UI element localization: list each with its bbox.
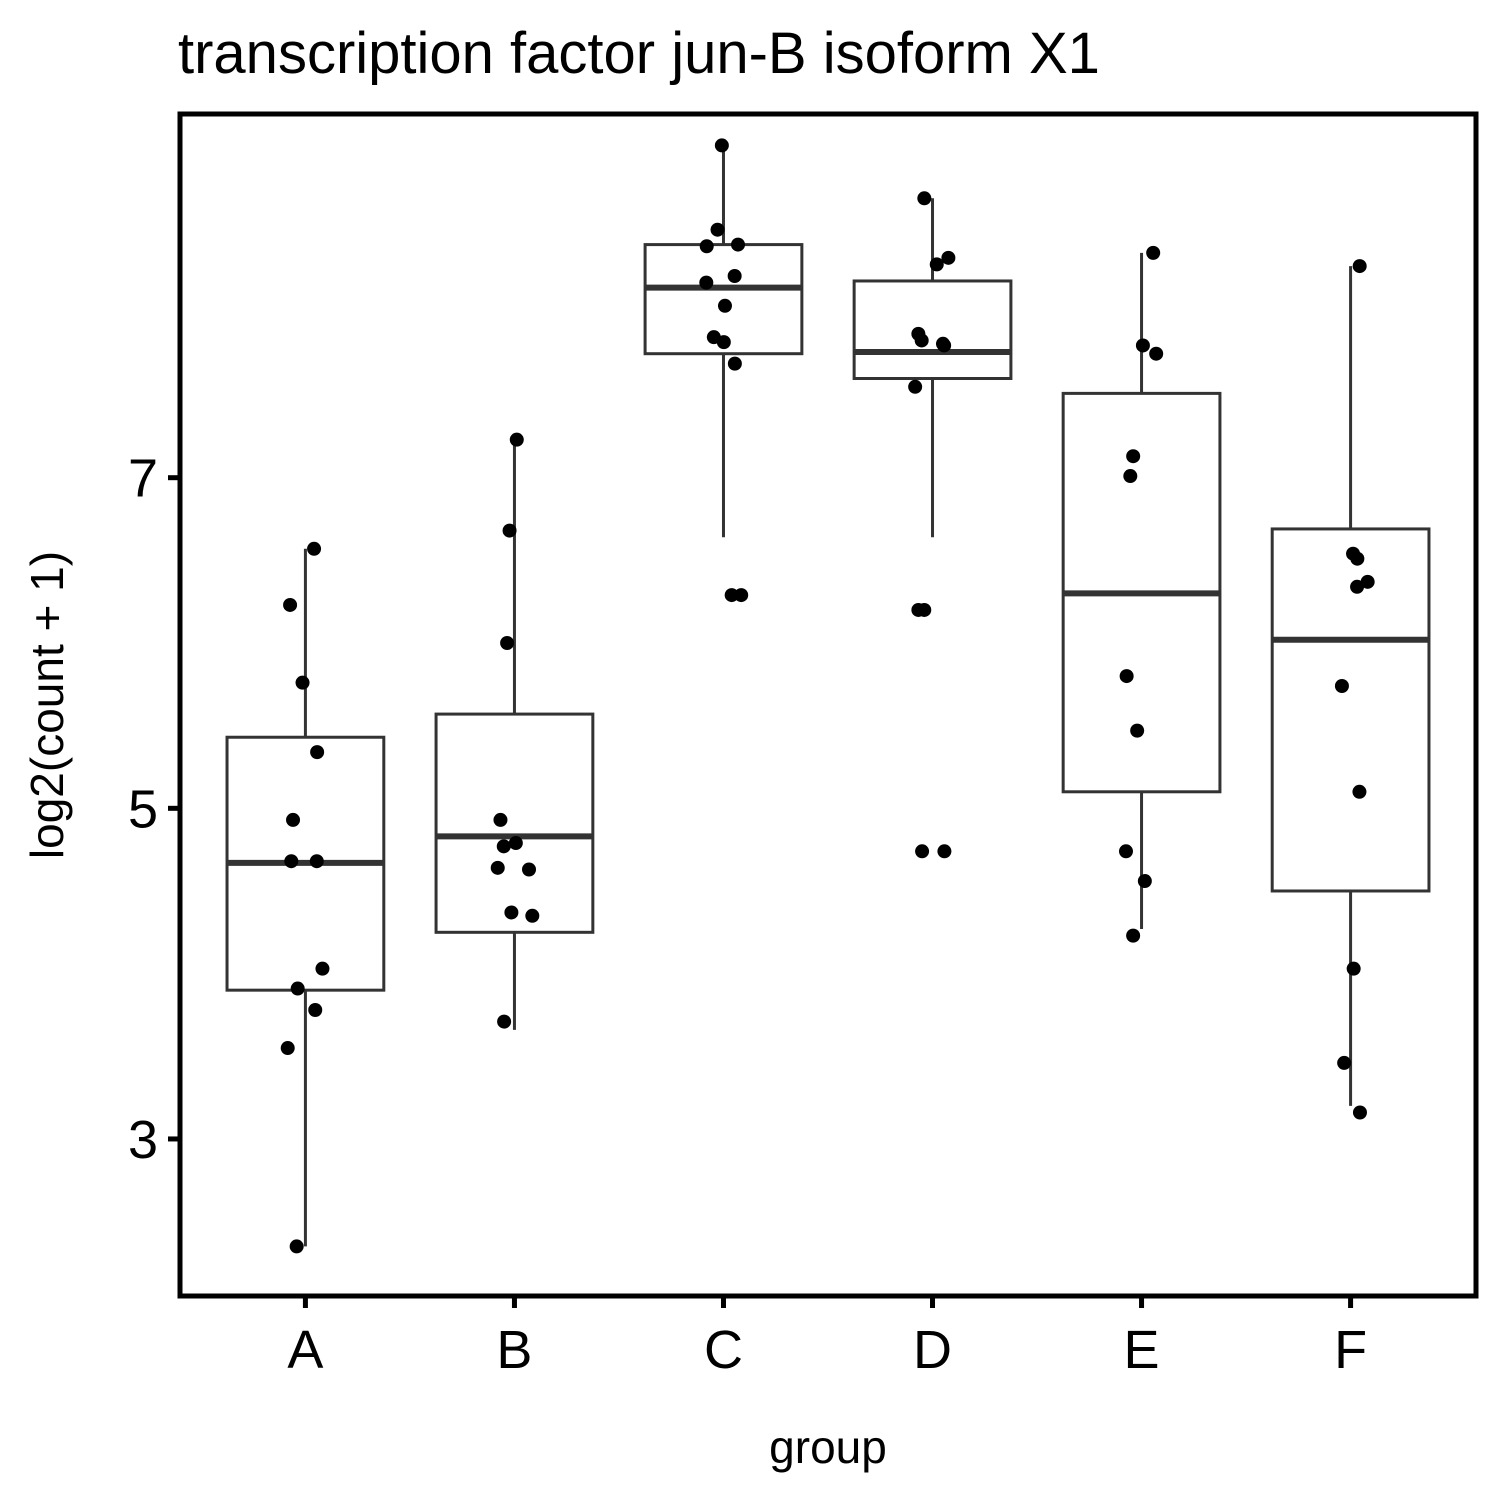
points-f — [1334, 259, 1375, 1120]
data-point — [710, 222, 725, 237]
box-group-e — [1061, 252, 1222, 930]
box-iqr — [434, 712, 595, 934]
box-group-d — [852, 198, 1013, 538]
data-point — [937, 844, 952, 859]
y-tick-label: 3 — [128, 1110, 158, 1170]
data-point — [1352, 1105, 1367, 1120]
data-point — [935, 336, 950, 351]
box-iqr — [1270, 527, 1431, 893]
data-point — [1130, 723, 1145, 738]
data-point — [914, 333, 929, 348]
data-point — [1352, 259, 1367, 274]
data-point — [1352, 784, 1367, 799]
data-point — [1137, 874, 1152, 889]
data-point — [284, 854, 299, 869]
chart-title: transcription factor jun-B isoform X1 — [178, 21, 1100, 86]
data-point — [917, 602, 932, 617]
data-point — [716, 335, 731, 350]
data-point — [522, 862, 537, 877]
data-point — [310, 745, 325, 760]
data-point — [283, 597, 298, 612]
data-point — [504, 905, 519, 920]
axes: 3 5 7 A B C D E F — [128, 449, 1367, 1380]
data-point — [731, 237, 746, 252]
x-tick-label: D — [913, 1320, 952, 1380]
plot-panel-border — [177, 111, 1479, 1299]
data-point — [309, 854, 324, 869]
data-point — [308, 1003, 323, 1018]
x-tick-label: C — [704, 1320, 743, 1380]
points-b — [490, 432, 540, 1029]
data-point — [502, 523, 517, 538]
data-point — [727, 356, 742, 371]
y-tick-label: 5 — [128, 779, 158, 839]
data-point — [1126, 449, 1141, 464]
data-point — [699, 275, 714, 290]
y-tick-label: 7 — [128, 449, 158, 509]
x-tick-label: E — [1124, 1320, 1160, 1380]
data-point — [508, 836, 523, 851]
box-group-f — [1270, 266, 1431, 1106]
data-point — [307, 541, 322, 556]
box-group-b — [434, 439, 595, 1030]
data-point — [1346, 961, 1361, 976]
data-point — [500, 636, 515, 651]
data-point — [941, 250, 956, 265]
data-point — [1146, 245, 1161, 260]
points-c — [699, 138, 749, 603]
data-point — [493, 812, 508, 827]
data-point — [734, 588, 749, 603]
data-point — [1350, 579, 1365, 594]
data-point — [280, 1041, 295, 1056]
data-point — [915, 844, 930, 859]
points-d — [908, 191, 956, 859]
data-point — [496, 839, 511, 854]
data-point — [286, 812, 301, 827]
data-point — [714, 138, 729, 153]
data-point — [1350, 551, 1365, 566]
points-e — [1118, 245, 1164, 943]
data-point — [1126, 928, 1141, 943]
data-point — [1123, 469, 1138, 484]
data-point — [315, 961, 330, 976]
x-axis-title: group — [769, 1421, 887, 1473]
x-tick-label: B — [496, 1320, 532, 1380]
data-point — [1334, 678, 1349, 693]
data-point — [917, 191, 932, 206]
data-point — [717, 298, 732, 313]
data-point — [497, 1014, 512, 1029]
data-point — [1118, 844, 1133, 859]
y-axis-title: log2(count + 1) — [21, 551, 73, 859]
x-tick-label: A — [287, 1320, 323, 1380]
data-point — [699, 239, 714, 254]
x-tick-label: F — [1334, 1320, 1367, 1380]
data-point — [1360, 574, 1375, 589]
data-point — [1337, 1055, 1352, 1070]
data-point — [509, 432, 524, 447]
box-iqr — [852, 279, 1013, 381]
data-point — [295, 675, 310, 690]
data-point — [1119, 669, 1134, 684]
points-a — [280, 541, 330, 1254]
data-point — [929, 257, 944, 272]
data-point — [727, 269, 742, 284]
data-point — [490, 860, 505, 875]
data-point — [1149, 346, 1164, 361]
data-point — [1135, 338, 1150, 353]
plot-area — [225, 138, 1431, 1254]
box-group-a — [225, 548, 386, 1247]
data-point — [289, 1239, 304, 1254]
data-point — [290, 981, 305, 996]
data-point — [908, 379, 923, 394]
data-point — [525, 908, 540, 923]
